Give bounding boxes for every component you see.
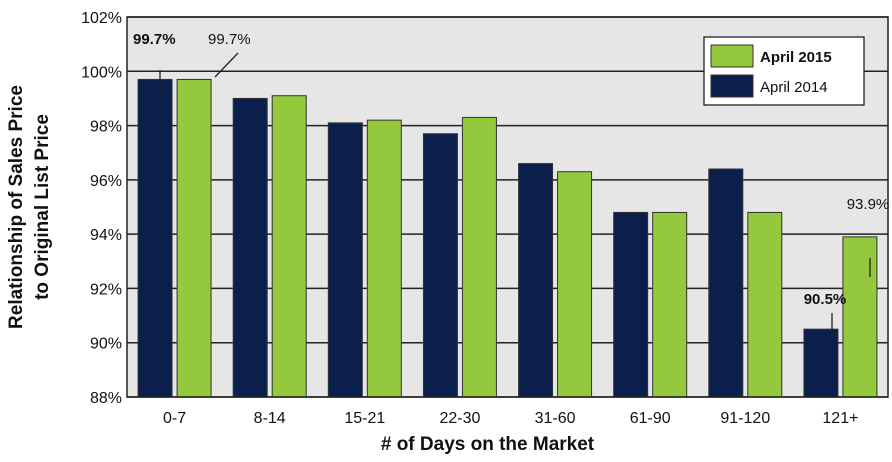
bar-april-2014 [613, 211, 649, 398]
legend: April 2015 April 2014 [703, 36, 865, 106]
bar-april-2015 [271, 95, 307, 398]
bar-april-2014 [137, 78, 173, 398]
y-axis-title-line1: Relationship of Sales Price [6, 85, 27, 329]
data-labels: 99.7% 99.7% 90.5% 93.9% [133, 31, 889, 338]
bar-april-2015 [461, 116, 497, 398]
bar-april-2014 [708, 168, 744, 398]
bar-april-2015 [747, 211, 783, 398]
legend-swatch [710, 44, 754, 68]
y-tick-label: 94% [90, 227, 122, 244]
y-tick-label: 92% [90, 281, 122, 298]
bar-april-2014 [327, 122, 363, 398]
bar-april-2014 [422, 133, 458, 398]
x-axis-title: # of Days on the Market [381, 434, 595, 455]
data-label: 99.7% [208, 31, 251, 48]
bar-april-2015 [652, 211, 688, 398]
x-tick-label: 91-120 [720, 410, 770, 427]
legend-label: April 2015 [760, 49, 832, 66]
data-label: 90.5% [804, 291, 847, 308]
y-tick-label: 102% [81, 10, 122, 27]
x-tick-label: 22-30 [439, 410, 480, 427]
bar-april-2014 [803, 328, 839, 398]
y-axis-title-line2: to Original List Price [32, 114, 53, 300]
y-tick-label: 90% [90, 336, 122, 353]
data-label-leader [214, 52, 239, 78]
y-tick-labels: 88% 90% 92% 94% 96% 98% 100% 102% [81, 10, 122, 407]
bar-april-2015 [557, 171, 593, 398]
x-tick-label: 61-90 [630, 410, 671, 427]
bar-april-2015 [176, 78, 212, 398]
legend-label: April 2014 [760, 79, 828, 96]
bars [137, 78, 878, 398]
bar-april-2014 [232, 97, 268, 398]
x-tick-label: 121+ [822, 410, 858, 427]
x-tick-label: 0-7 [163, 410, 186, 427]
x-tick-label: 15-21 [344, 410, 385, 427]
x-tick-labels: 0-7 8-14 15-21 22-30 31-60 61-90 91-120 121+ [163, 410, 858, 427]
y-tick-label: 100% [81, 64, 122, 81]
bar-april-2015 [366, 119, 402, 398]
y-tick-label: 88% [90, 390, 122, 407]
x-tick-label: 31-60 [535, 410, 576, 427]
legend-swatch [710, 74, 754, 98]
bar-april-2014 [518, 163, 554, 398]
y-tick-label: 96% [90, 173, 122, 190]
data-label: 99.7% [133, 31, 176, 48]
data-label: 93.9% [847, 196, 890, 213]
bar-april-2015 [842, 236, 878, 398]
plot-border [126, 16, 889, 398]
x-tick-label: 8-14 [254, 410, 286, 427]
y-tick-label: 98% [90, 119, 122, 136]
